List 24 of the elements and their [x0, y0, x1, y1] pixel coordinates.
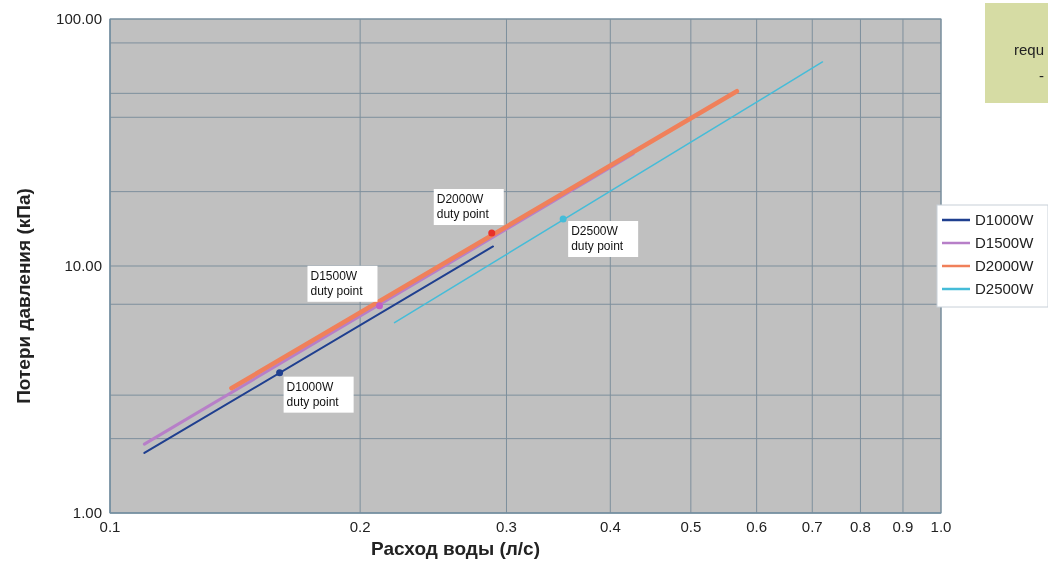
legend-label: D1500W — [975, 234, 1035, 252]
x-tick-label: 0.8 — [850, 518, 871, 535]
legend-label: D2000W — [975, 257, 1035, 275]
legend-label: D1000W — [975, 211, 1035, 229]
text: requ - — [1013, 41, 1044, 84]
x-tick-label: 1.0 — [930, 518, 952, 535]
y-tick-label: 100.00 — [56, 10, 102, 28]
x-tick-label: 0.6 — [746, 518, 768, 535]
y-tick-label: 10.00 — [64, 257, 102, 275]
annotation: D1500W duty point — [310, 268, 364, 298]
x-axis-title: Расход воды (л/с) — [370, 538, 541, 559]
x-tick-label: 0.1 — [99, 518, 121, 535]
x-tick-label: 0.7 — [801, 518, 823, 535]
x-tick-label: 0.3 — [496, 518, 517, 535]
legend-label: D2500W — [975, 280, 1035, 298]
x-tick-label: 0.4 — [599, 518, 621, 535]
y-tick-label: 1.00 — [72, 504, 102, 522]
x-tick-label: 0.9 — [892, 518, 914, 535]
x-tick-label: 0.2 — [349, 518, 371, 535]
annotation: D1000W duty point — [286, 379, 340, 409]
annotation: D2000W duty point — [436, 192, 490, 222]
annotation: D2500W duty point — [571, 223, 624, 253]
x-tick-label: 0.5 — [680, 518, 702, 535]
y-axis-title: Потери давления (кПа) — [13, 188, 34, 404]
